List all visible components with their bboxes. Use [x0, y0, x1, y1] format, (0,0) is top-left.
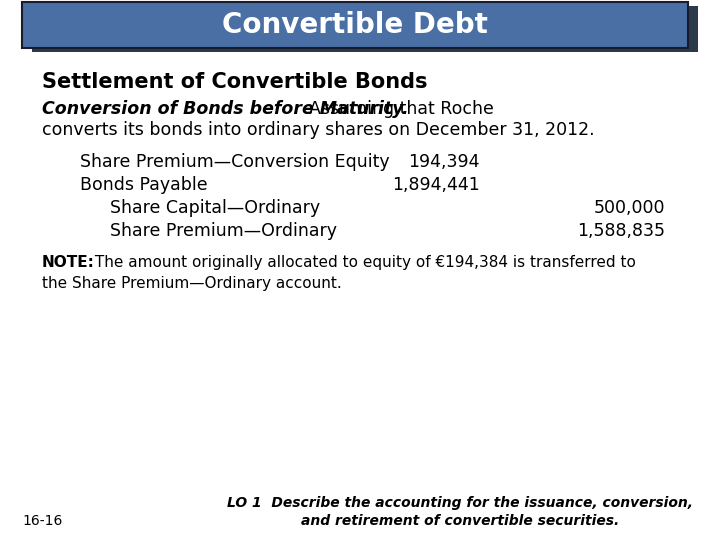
Text: Bonds Payable: Bonds Payable [80, 176, 207, 194]
Text: 1,588,835: 1,588,835 [577, 222, 665, 240]
Text: Share Premium—Ordinary: Share Premium—Ordinary [110, 222, 337, 240]
FancyBboxPatch shape [22, 2, 688, 48]
Text: and retirement of convertible securities.: and retirement of convertible securities… [301, 514, 619, 528]
Text: Share Capital—Ordinary: Share Capital—Ordinary [110, 199, 320, 217]
Text: Share Premium—Conversion Equity: Share Premium—Conversion Equity [80, 153, 390, 171]
Text: Conversion of Bonds before Maturity.: Conversion of Bonds before Maturity. [42, 100, 409, 118]
Text: converts its bonds into ordinary shares on December 31, 2012.: converts its bonds into ordinary shares … [42, 121, 595, 139]
Text: NOTE:: NOTE: [42, 255, 95, 270]
Text: Convertible Debt: Convertible Debt [222, 11, 488, 39]
Text: 1,894,441: 1,894,441 [392, 176, 480, 194]
Text: 16-16: 16-16 [22, 514, 63, 528]
Text: Settlement of Convertible Bonds: Settlement of Convertible Bonds [42, 72, 428, 92]
Text: 194,394: 194,394 [408, 153, 480, 171]
Text: The amount originally allocated to equity of €194,384 is transferred to: The amount originally allocated to equit… [90, 255, 636, 270]
FancyBboxPatch shape [32, 6, 698, 52]
Text: LO 1  Describe the accounting for the issuance, conversion,: LO 1 Describe the accounting for the iss… [227, 496, 693, 510]
Text: the Share Premium—Ordinary account.: the Share Premium—Ordinary account. [42, 276, 342, 291]
Text: Assuming that Roche: Assuming that Roche [298, 100, 494, 118]
Text: 500,000: 500,000 [593, 199, 665, 217]
